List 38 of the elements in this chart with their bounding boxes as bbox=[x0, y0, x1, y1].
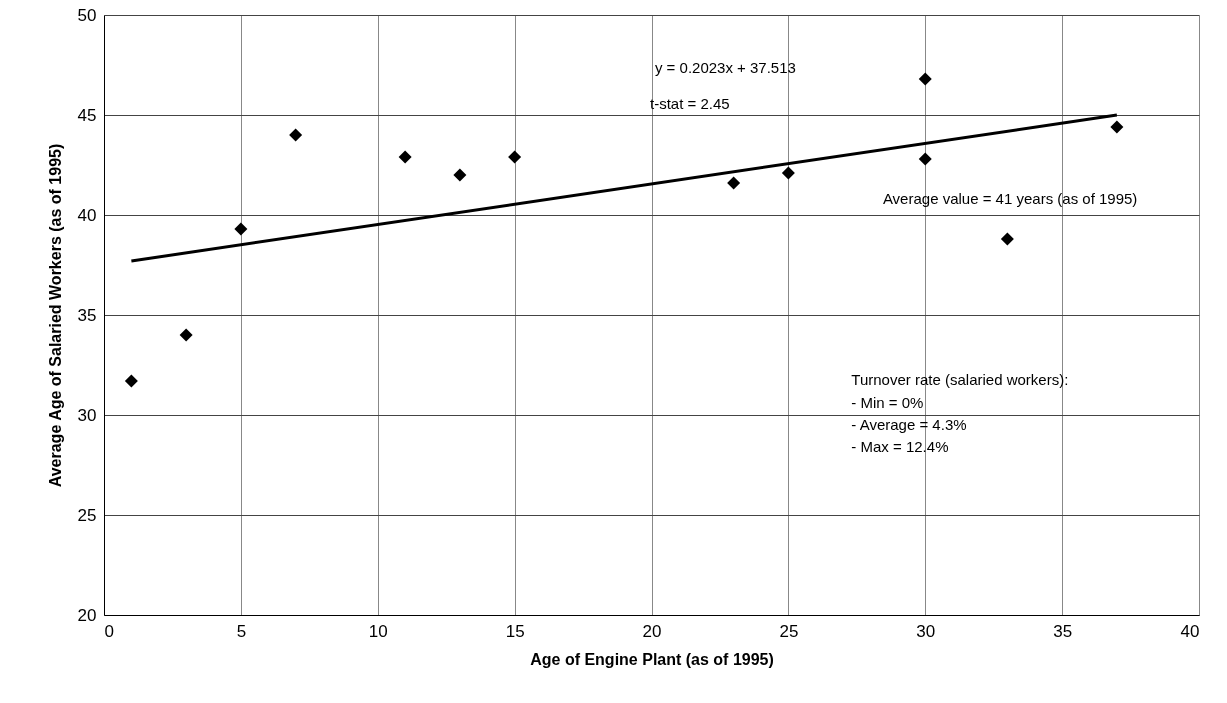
annotation: - Max = 12.4% bbox=[851, 438, 949, 455]
y-axis-title: Average Age of Salaried Workers (as of 1995) bbox=[46, 143, 64, 488]
annotation: - Min = 0% bbox=[851, 394, 924, 411]
y-tick-label: 20 bbox=[77, 605, 97, 625]
point bbox=[398, 150, 412, 164]
x-tick-label: 40 bbox=[1180, 621, 1200, 641]
x-tick-label: 0 bbox=[104, 621, 114, 641]
annotation: t-stat = 2.45 bbox=[650, 95, 730, 112]
y-tick-label: 25 bbox=[77, 505, 97, 525]
x-tick-label: 10 bbox=[368, 621, 388, 641]
point bbox=[508, 150, 522, 164]
y-tick-label: 40 bbox=[77, 205, 97, 225]
point bbox=[453, 168, 467, 182]
annotation: Turnover rate (salaried workers): bbox=[851, 371, 1069, 388]
point bbox=[918, 152, 932, 166]
x-tick-label: 5 bbox=[236, 621, 247, 641]
annotation: Average value = 41 years (as of 1995) bbox=[882, 190, 1138, 207]
y-tick-label: 30 bbox=[77, 405, 97, 425]
annotation: - Average = 4.3% bbox=[851, 416, 967, 433]
point bbox=[124, 374, 138, 388]
point bbox=[1110, 120, 1124, 134]
point bbox=[179, 328, 193, 342]
y-tick-label: 50 bbox=[77, 5, 97, 25]
x-tick-label: 35 bbox=[1053, 621, 1073, 641]
x-tick-label: 15 bbox=[505, 621, 525, 641]
point bbox=[781, 166, 795, 180]
point bbox=[234, 222, 248, 236]
x-tick-label: 30 bbox=[916, 621, 936, 641]
annotation: y = 0.2023x + 37.513 bbox=[654, 59, 796, 76]
x-tick-label: 20 bbox=[642, 621, 662, 641]
x-axis-title: Age of Engine Plant (as of 1995) bbox=[530, 650, 774, 668]
y-tick-label: 45 bbox=[77, 105, 97, 125]
y-tick-label: 35 bbox=[77, 305, 97, 325]
point bbox=[1000, 232, 1014, 246]
point bbox=[727, 176, 741, 190]
point bbox=[918, 72, 932, 86]
point bbox=[289, 128, 303, 142]
x-tick-label: 25 bbox=[779, 621, 799, 641]
